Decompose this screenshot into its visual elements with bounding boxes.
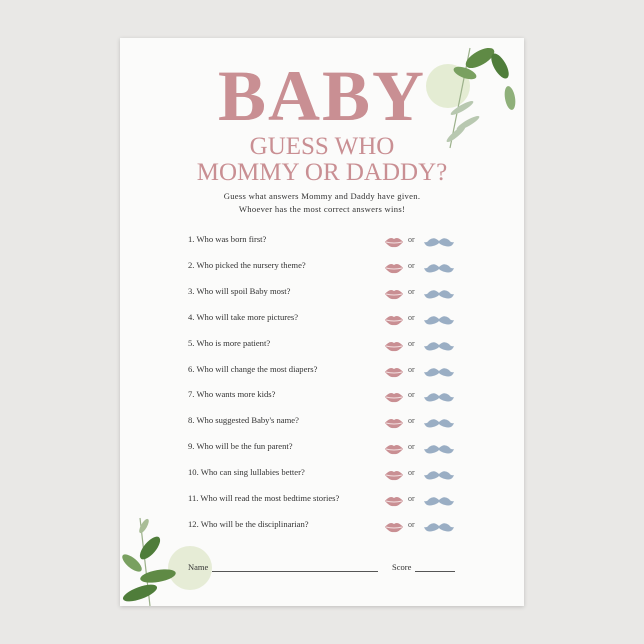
score-field[interactable]: Score [392,562,456,572]
lips-icon[interactable] [384,285,404,304]
question-row: 11. Who will read the most bedtime stori… [188,490,488,508]
question-row: 6. Who will change the most diapers? or [188,361,488,379]
question-text: 6. Who will change the most diapers? [188,363,318,374]
mustache-icon[interactable] [424,259,454,278]
question-row: 12. Who will be the disciplinarian? or [188,516,488,534]
or-label: or [408,260,415,270]
or-label: or [408,364,415,374]
or-label: or [408,235,415,244]
question-text: 1. Who was born first? [188,234,267,244]
question-text: 5. Who is more patient? [188,337,271,348]
question-text: 7. Who wants more kids? [188,389,276,400]
lips-icon[interactable] [384,492,404,511]
lips-icon[interactable] [384,440,404,459]
instructions-line-1: Guess what answers Mommy and Daddy have … [223,191,421,201]
question-row: 1. Who was born first? or [188,231,488,249]
mustache-icon[interactable] [424,440,454,459]
score-label: Score [392,562,412,572]
mustache-icon[interactable] [424,233,454,252]
question-text: 10. Who can sing lullabies better? [188,467,305,478]
question-text: 4. Who will take more pictures? [188,311,299,322]
lips-icon[interactable] [384,259,404,278]
mustache-icon[interactable] [424,337,454,356]
question-text: 3. Who will spoil Baby most? [188,285,291,296]
mustache-icon[interactable] [424,492,454,511]
lips-icon[interactable] [384,388,404,407]
subtitle-line-1: GUESS WHO [249,133,395,160]
question-row: 2. Who picked the nursery theme? or [188,257,488,275]
or-label: or [408,390,415,400]
name-field[interactable]: Name [188,562,379,572]
game-card: BABY GUESS WHO MOMMY OR DADDY? Guess wha… [120,38,524,606]
lips-icon[interactable] [384,233,404,252]
mustache-icon[interactable] [424,311,454,330]
mustache-icon[interactable] [424,363,454,382]
question-row: 8. Who suggested Baby's name? or [188,412,488,430]
or-label: or [408,312,415,322]
title: BABY [217,56,427,136]
question-row: 5. Who is more patient? or [188,335,488,353]
lips-icon[interactable] [384,363,404,382]
question-row: 4. Who will take more pictures? or [188,309,488,327]
mustache-icon[interactable] [424,466,454,485]
or-label: or [408,519,415,529]
instructions-line-2: Whoever has the most correct answers win… [238,204,406,214]
question-text: 12. Who will be the disciplinarian? [188,518,309,529]
question-row: 9. Who will be the fun parent? or [188,438,488,456]
lips-icon[interactable] [384,311,404,330]
or-label: or [408,286,415,296]
or-label: or [408,442,415,452]
or-label: or [408,416,415,426]
mustache-icon[interactable] [424,388,454,407]
lips-icon[interactable] [384,414,404,433]
foliage-top-right [426,47,516,149]
mustache-icon[interactable] [424,285,454,304]
question-text: 8. Who suggested Baby's name? [188,415,299,426]
question-row: 3. Who will spoil Baby most? or [188,283,488,301]
or-label: or [408,494,415,503]
subtitle-line-2: MOMMY OR DADDY? [196,159,448,186]
question-row: 10. Who can sing lullabies better? or [188,464,488,482]
foliage-bottom-left [122,517,212,606]
question-row: 7. Who wants more kids? or [188,386,488,404]
mustache-icon[interactable] [424,414,454,433]
instructions: Guess what answers Mommy and Daddy have … [120,190,524,216]
question-text: 11. Who will read the most bedtime stori… [188,493,340,503]
or-label: or [408,338,415,348]
lips-icon[interactable] [384,337,404,356]
or-label: or [408,468,415,478]
question-text: 2. Who picked the nursery theme? [188,259,306,270]
name-label: Name [188,562,209,572]
lips-icon[interactable] [384,518,404,537]
mustache-icon[interactable] [424,518,454,537]
lips-icon[interactable] [384,466,404,485]
question-text: 9. Who will be the fun parent? [188,441,293,452]
